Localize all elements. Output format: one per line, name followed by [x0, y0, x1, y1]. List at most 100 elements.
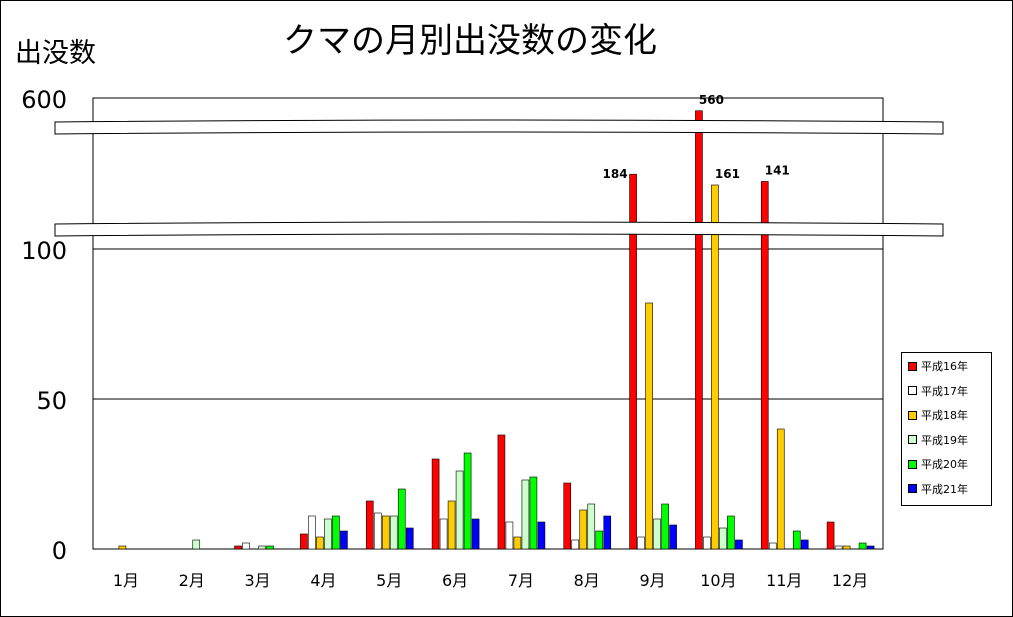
chart-title: クマの月別出没数の変化: [283, 21, 657, 61]
legend: 平成16年平成17年平成18年平成19年平成20年平成21年: [901, 352, 992, 506]
legend-label: 平成18年: [921, 409, 968, 422]
legend-swatch: [908, 484, 917, 493]
legend-item: 平成16年: [908, 360, 968, 374]
bar: [521, 479, 530, 550]
legend-item: 平成20年: [908, 458, 968, 472]
y-tick-label: 600: [21, 86, 67, 114]
bar: [695, 110, 703, 550]
x-tick-label: 9月: [639, 571, 665, 590]
data-label: 141: [765, 163, 790, 177]
data-label: 184: [603, 167, 628, 181]
bar: [332, 515, 340, 550]
bar: [529, 476, 538, 550]
bar: [537, 521, 546, 550]
legend-item: 平成21年: [908, 483, 968, 497]
legend-swatch: [908, 435, 917, 444]
bar: [242, 542, 250, 550]
bar: [669, 524, 677, 550]
bar: [800, 539, 809, 550]
bar: [866, 545, 875, 550]
bar: [439, 518, 448, 550]
bar: [365, 500, 374, 550]
x-tick-label: 2月: [179, 571, 205, 590]
bar: [842, 545, 851, 550]
bar: [373, 512, 382, 550]
bar: [579, 509, 588, 550]
x-tick-label: 11月: [766, 571, 802, 590]
bar: [324, 518, 332, 550]
data-label: 161: [715, 167, 740, 181]
bar: [505, 521, 514, 550]
bar: [258, 545, 266, 550]
bar: [760, 181, 769, 550]
bar: [340, 530, 348, 550]
bar: [192, 539, 201, 550]
axis-break-lower: [54, 221, 944, 237]
bar: [776, 428, 785, 550]
legend-swatch: [908, 386, 917, 395]
legend-item: 平成17年: [908, 385, 968, 399]
x-tick-label: 6月: [442, 571, 468, 590]
bar: [471, 518, 480, 550]
bar: [266, 545, 274, 550]
legend-label: 平成16年: [921, 360, 968, 373]
bar: [300, 533, 308, 550]
legend-item: 平成19年: [908, 434, 968, 448]
bar: [389, 515, 398, 550]
x-tick-label: 8月: [574, 571, 600, 590]
data-label: 560: [699, 93, 724, 107]
bar: [571, 539, 580, 550]
bar: [397, 488, 406, 550]
bar: [497, 434, 506, 550]
bar: [603, 515, 612, 550]
bar: [637, 536, 645, 550]
x-tick-label: 5月: [376, 571, 402, 590]
bar: [727, 515, 735, 550]
bar: [826, 521, 835, 550]
bar: [316, 536, 324, 550]
bar: [447, 500, 456, 550]
bar: [405, 527, 414, 550]
bar: [118, 545, 127, 550]
x-tick-label: 4月: [310, 571, 336, 590]
plot-border: [92, 97, 884, 550]
y-tick-label: 0: [52, 537, 67, 565]
y-tick-label: 50: [36, 387, 67, 415]
bar: [661, 503, 669, 550]
y-axis-title: 出没数: [15, 38, 96, 69]
bar: [711, 184, 719, 550]
bar: [645, 302, 653, 550]
x-tick-label: 7月: [508, 571, 534, 590]
axis-break-upper: [54, 119, 944, 135]
legend-label: 平成17年: [921, 384, 968, 398]
bar: [234, 545, 242, 550]
legend-swatch: [908, 410, 917, 420]
legend-label: 平成19年: [921, 433, 968, 447]
bar: [431, 458, 440, 550]
x-tick-label: 12月: [832, 571, 868, 590]
x-tick-label: 1月: [113, 571, 139, 590]
bar: [563, 482, 572, 550]
legend-label: 平成20年: [921, 458, 968, 471]
bar: [834, 545, 843, 550]
x-tick-label: 10月: [700, 571, 736, 590]
bar: [455, 470, 464, 550]
y-tick-label: 100: [21, 237, 67, 265]
bar: [587, 503, 596, 550]
bar: [595, 530, 604, 550]
bar: [792, 530, 801, 550]
bar: [653, 518, 661, 550]
legend-swatch: [908, 361, 917, 371]
bar: [768, 542, 777, 550]
bar: [703, 536, 711, 550]
bar: [308, 515, 316, 550]
bar: [629, 173, 637, 550]
x-tick-label: 3月: [244, 571, 270, 590]
bar: [513, 536, 522, 550]
bar: [463, 452, 472, 550]
legend-swatch: [908, 459, 917, 469]
bar: [858, 542, 867, 550]
legend-item: 平成18年: [908, 409, 968, 423]
